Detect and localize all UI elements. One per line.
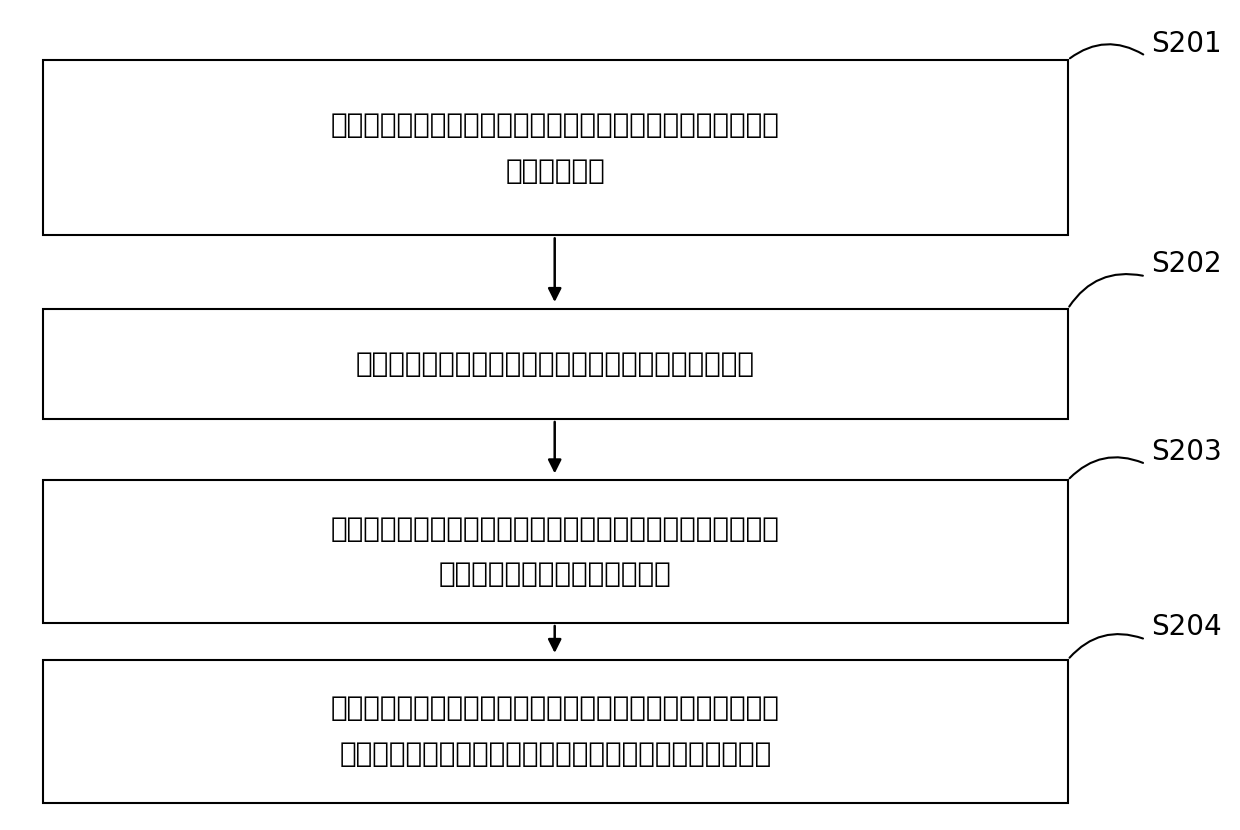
Text: S202: S202 — [1152, 250, 1223, 278]
Text: S201: S201 — [1152, 30, 1223, 57]
Bar — [43, 60, 1068, 236]
Text: 将所述第一队列消息发送至与所述服务器关联的存储装置，以
指示所述存储装置根据所述第一队列消息存储所述应用信息: 将所述第一队列消息发送至与所述服务器关联的存储装置，以 指示所述存储装置根据所述… — [331, 695, 780, 768]
Text: 若所述应用信息的合法性校验通过，则根据所述应用信息和预
设的消息格式生成第一队列消息: 若所述应用信息的合法性校验通过，则根据所述应用信息和预 设的消息格式生成第一队列… — [331, 515, 780, 588]
Bar — [43, 660, 1068, 803]
Text: S203: S203 — [1152, 437, 1223, 466]
Bar — [43, 309, 1068, 419]
Text: 接收与所述服务器关联的终端在满足预设的限流熔断条件时发
送的应用信息: 接收与所述服务器关联的终端在满足预设的限流熔断条件时发 送的应用信息 — [331, 111, 780, 184]
Text: 根据预设的数据校验方法，校验所述应用信息的合法性: 根据预设的数据校验方法，校验所述应用信息的合法性 — [356, 350, 755, 378]
Bar — [43, 481, 1068, 623]
Text: S204: S204 — [1152, 613, 1223, 642]
